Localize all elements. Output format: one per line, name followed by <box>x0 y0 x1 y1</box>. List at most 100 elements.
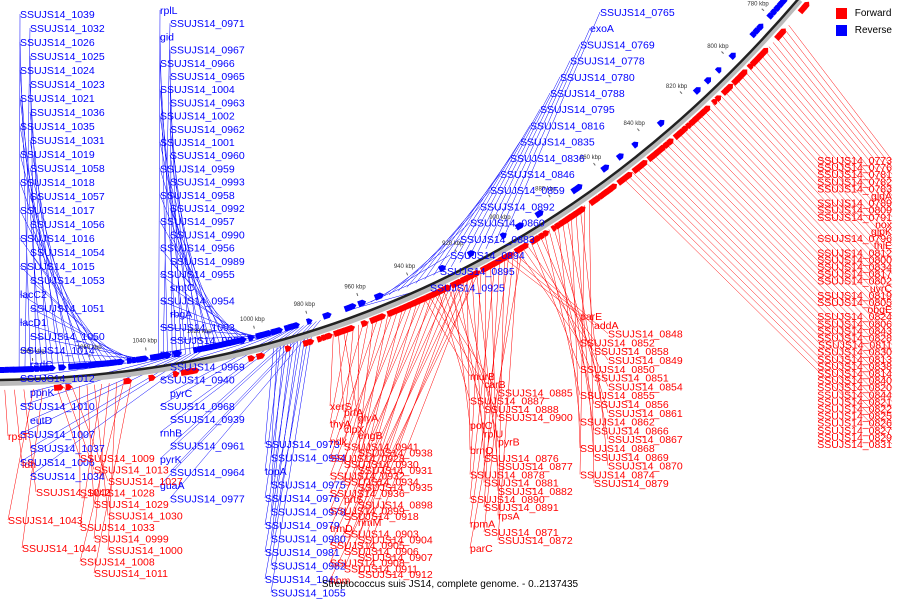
label-leader <box>29 139 71 369</box>
gene-label: SSUJS14_1037 <box>30 443 105 455</box>
label-leader <box>760 54 893 210</box>
label-leader <box>736 79 893 253</box>
gene-label: SSUJS14_0958 <box>160 190 235 202</box>
label-leader <box>159 36 168 358</box>
label-leader <box>159 141 204 351</box>
forward-gene-arrow <box>284 345 292 353</box>
forward-gene-arrow <box>441 284 452 293</box>
reverse-gene-arrow <box>773 4 781 13</box>
gene-label: SSUJS14_0912 <box>358 569 433 581</box>
scale-tick-label: 1000 kbp <box>240 317 265 323</box>
legend-forward-label: Forward <box>854 8 892 19</box>
gene-label: SSUJS14_1012 <box>20 373 95 385</box>
forward-gene-arrow <box>746 63 754 71</box>
reverse-gene-arrow <box>703 77 712 85</box>
gene-label: SSUJS14_0822 <box>817 404 892 416</box>
gene-label: SSUJS14_1000 <box>108 545 183 557</box>
gene-label: pyrB <box>498 437 520 449</box>
gene-label: SSUJS14_1030 <box>108 511 183 523</box>
gene-label: SSUJS14_0826 <box>817 418 892 430</box>
gene-label: SSUJS14_1043 <box>8 515 83 527</box>
label-leader <box>29 223 104 366</box>
label-leader <box>343 275 471 569</box>
label-leader <box>428 295 485 385</box>
gene-label: guaA <box>160 480 185 492</box>
label-leader <box>632 171 893 430</box>
forward-gene-arrow <box>53 384 64 391</box>
label-leader <box>534 238 595 378</box>
forward-gene-arrow <box>662 141 670 149</box>
label-leader <box>86 385 95 505</box>
gene-label: SSUJS14_0776 <box>817 162 892 174</box>
gene-label: SSUJS14_0925 <box>430 282 505 294</box>
gene-label: SSUJS14_0859 <box>490 185 565 197</box>
gene-label: SSUJS14_1009 <box>80 453 155 465</box>
gene-label: SSUJS14_1001 <box>160 137 235 149</box>
gene-label: SSUJS14_0992 <box>170 203 245 215</box>
label-leader <box>329 291 438 528</box>
reverse-gene-arrow <box>437 264 447 273</box>
label-leader <box>159 115 195 353</box>
label-leader <box>452 283 471 426</box>
forward-gene-arrow <box>522 242 529 250</box>
scale-ticks: 780 kbp 800 kbp 820 kbp 840 kbp 860 kbp 880 k… <box>20 1 769 362</box>
label-leader <box>476 60 571 254</box>
gene-label: SSUJS14_1015 <box>20 261 95 273</box>
label-leader <box>264 340 302 553</box>
gene-label: SSUJS14_0881 <box>484 478 559 490</box>
label-leader <box>442 125 531 272</box>
gene-label: SSUJS14_0982 <box>271 561 346 573</box>
forward-gene-arrow <box>676 128 686 137</box>
label-leader <box>357 279 461 557</box>
label-leader <box>530 240 581 369</box>
gene-label: SSUJS14_0932 <box>330 471 405 483</box>
gene-label: SSUJS14_0894 <box>450 250 525 262</box>
gene-label: SSUJS14_0814 <box>817 368 892 380</box>
gene-label: SSUJS14_1057 <box>30 191 105 203</box>
label-leader <box>93 383 110 539</box>
gene-label: clpX <box>344 424 364 436</box>
reverse-gene-arrow <box>237 336 247 344</box>
gene-label: thiE <box>874 240 892 252</box>
gene-label: SSUJS14_0906 <box>344 546 419 558</box>
gene-label: SSUJS14_1056 <box>30 219 105 231</box>
label-leader <box>329 328 349 424</box>
label-leader <box>357 319 374 453</box>
scale-tick-mark <box>406 272 409 276</box>
gene-label: SSUJS14_0883 <box>460 234 535 246</box>
gene-label: SSUJS14_0963 <box>170 97 245 109</box>
gene-label: SSUJS14_1053 <box>30 275 105 287</box>
gene-label: SSUJS14_0879 <box>594 478 669 490</box>
label-leader <box>19 355 175 407</box>
gene-label: murB <box>470 371 495 383</box>
gene-label: SSUJS14_0854 <box>608 381 683 393</box>
label-leader <box>687 125 893 338</box>
label-leader <box>679 133 893 352</box>
gene-label: SSUJS14_0856 <box>594 399 669 411</box>
gene-label: SSUJS14_0795 <box>540 104 615 116</box>
scale-tick-label: 1040 kbp <box>132 339 157 345</box>
gene-label: SSUJS14_0830 <box>817 347 892 359</box>
label-leader <box>521 246 595 352</box>
label-leader <box>571 214 581 449</box>
gene-label: SSUJS14_0903 <box>344 529 419 541</box>
scale-tick-label: 960 kbp <box>344 284 366 290</box>
label-leader <box>627 175 893 438</box>
gene-label: SSUJS14_1007 <box>20 429 95 441</box>
gene-label: SSUJS14_0905 <box>330 540 405 552</box>
label-leader <box>159 221 231 346</box>
gene-label: SSUJS14_1051 <box>30 303 105 315</box>
label-leader <box>361 270 441 306</box>
gene-label: SSUJS14_0852 <box>580 337 655 349</box>
gene-label: SSUJS14_0870 <box>608 461 683 473</box>
gene-label: SSUJS14_0969 <box>170 361 245 373</box>
label-leader <box>784 29 893 168</box>
gene-label: SSUJS14_1035 <box>20 121 95 133</box>
gene-label: SSUJS14_1036 <box>30 107 105 119</box>
scale-tick-mark <box>305 310 308 314</box>
gene-label: exoA <box>590 23 614 35</box>
gene-label: SSUJS14_0954 <box>160 295 235 307</box>
label-leader <box>415 173 501 284</box>
gene-label: SSUJS14_0855 <box>580 390 655 402</box>
